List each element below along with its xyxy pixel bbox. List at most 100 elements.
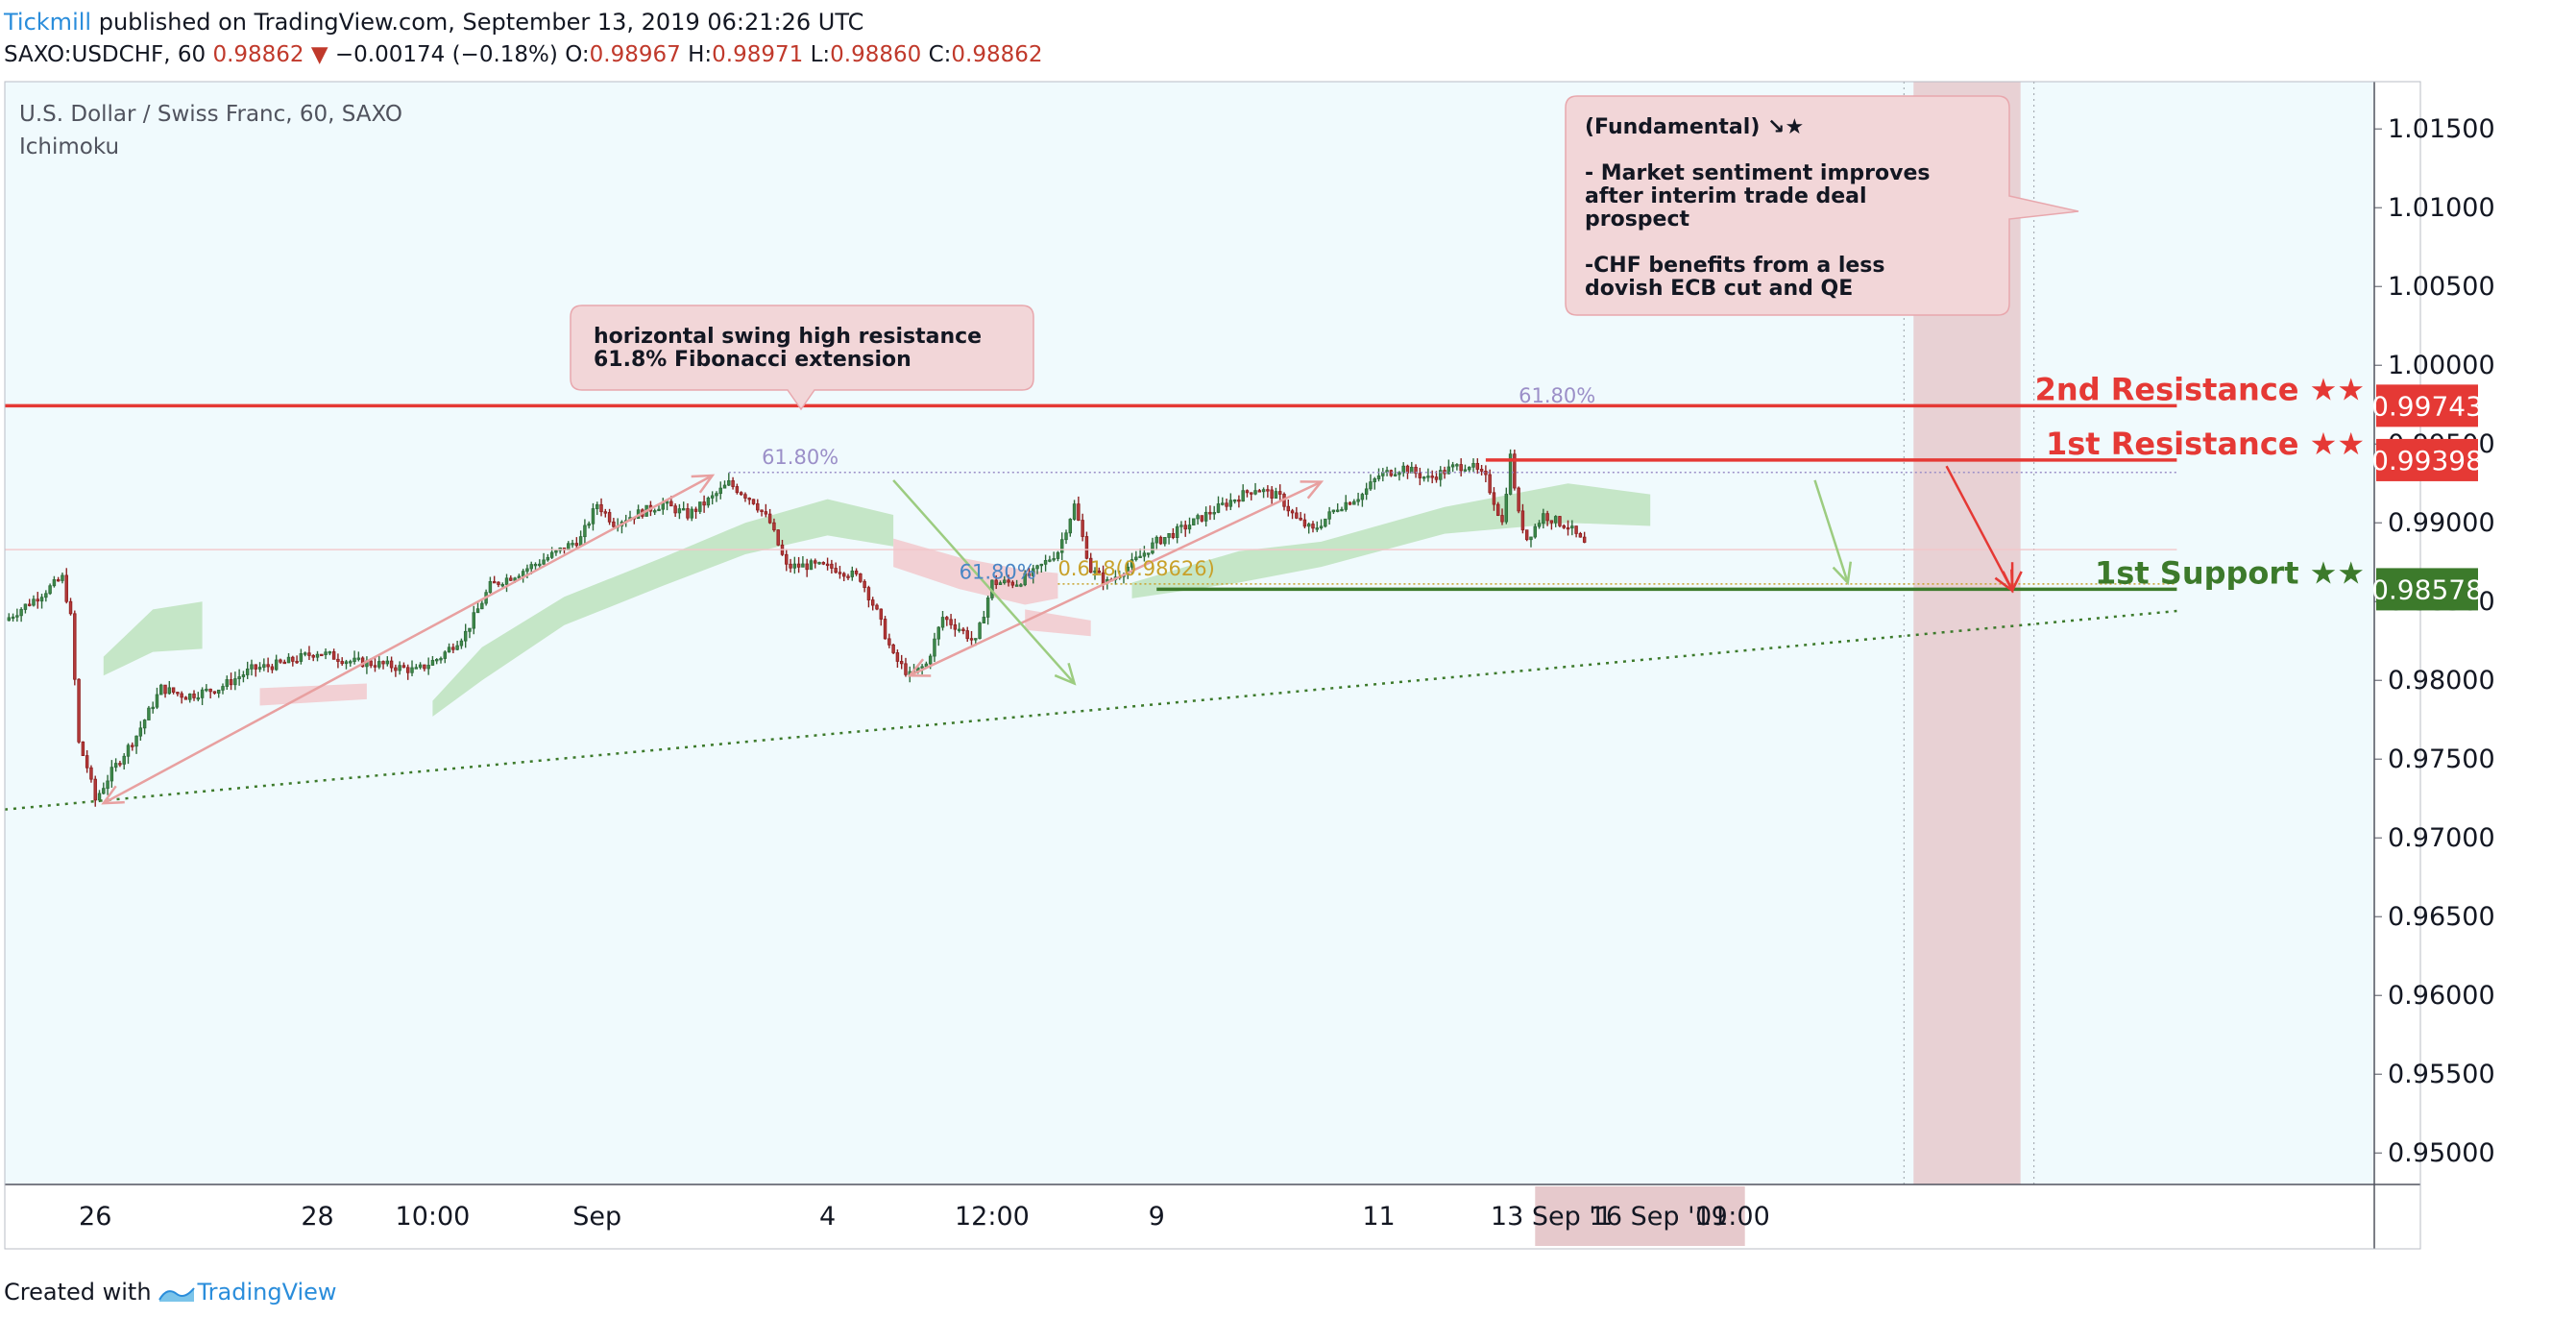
candle-body: [1401, 465, 1405, 474]
candle-body: [1295, 512, 1299, 519]
candle-body: [1027, 573, 1032, 576]
candle-body: [131, 744, 134, 747]
candle-body: [279, 659, 282, 663]
candle-body: [344, 661, 349, 665]
candle-body: [1274, 491, 1278, 499]
candle-body: [673, 505, 677, 514]
candle-body: [1277, 491, 1282, 495]
price-tag-bg: [2376, 438, 2478, 481]
candle-body: [291, 656, 295, 662]
candle-body: [681, 508, 686, 511]
annotation-fundamental: (Fundamental) ↘★ - Market sentiment impro…: [1565, 95, 2079, 316]
level-label: 1st Support ★★: [2095, 554, 2365, 591]
candle-body: [1056, 551, 1060, 559]
candle-body: [1393, 474, 1397, 476]
level-label: 1st Resistance ★★: [2046, 426, 2365, 462]
callout-bubble: [570, 305, 1034, 411]
candle-body: [23, 603, 28, 610]
candle-body: [19, 609, 23, 617]
candle-body: [1537, 523, 1542, 527]
candle-body: [743, 494, 747, 499]
candle-body: [1513, 453, 1517, 489]
candle-body: [1542, 513, 1545, 525]
candle-body: [221, 686, 225, 691]
publish-info: Tickmill published on TradingView.com, S…: [4, 8, 863, 37]
candle-body: [15, 615, 19, 618]
x-tick-label: 11: [1362, 1202, 1395, 1232]
candle-body: [1286, 505, 1291, 512]
candle-body: [933, 638, 936, 657]
candle-body: [796, 563, 801, 568]
candle-body: [1068, 519, 1073, 534]
candle-body: [1558, 516, 1562, 526]
candle-body: [245, 668, 250, 675]
candle-body: [1228, 500, 1233, 507]
candle-body: [44, 593, 48, 598]
candle-body: [138, 727, 143, 737]
candle-body: [97, 793, 102, 801]
candle-body: [134, 735, 138, 747]
chart-border: [4, 81, 2421, 1250]
candle-body: [106, 780, 109, 790]
candle-body: [1327, 511, 1331, 520]
footer: Created with TradingView: [4, 1278, 337, 1306]
candle-body: [1183, 525, 1187, 530]
candle-body: [1158, 536, 1163, 545]
candle-body: [73, 613, 77, 680]
fibonacci-label: 61.80%: [762, 446, 838, 469]
low-label: L:: [810, 42, 831, 67]
arrow-head: [907, 658, 932, 677]
candle-body: [1299, 517, 1302, 521]
candle-body: [434, 659, 439, 662]
y-tick-label: 0.96000: [2388, 981, 2495, 1011]
candle-body: [1455, 464, 1459, 467]
candle-body: [122, 755, 126, 765]
arrow-head: [1832, 561, 1853, 586]
x-tick-label: 26: [79, 1202, 111, 1232]
candle-body: [961, 628, 965, 631]
candle-body: [1331, 509, 1336, 513]
indicator-label[interactable]: Ichimoku: [19, 134, 119, 159]
candle-body: [7, 617, 12, 622]
open-label: O:: [565, 42, 590, 67]
candle-body: [801, 563, 805, 568]
candle-body: [718, 487, 722, 495]
author-link[interactable]: Tickmill: [4, 9, 92, 36]
candle-body: [1562, 525, 1566, 528]
candle-body: [599, 503, 603, 513]
candle-body: [549, 551, 554, 558]
symbol-label[interactable]: SAXO:USDCHF, 60: [4, 42, 207, 67]
candle-body: [936, 626, 940, 640]
candle-body: [233, 678, 237, 686]
tradingview-link[interactable]: TradingView: [197, 1279, 337, 1306]
candle-body: [842, 573, 846, 577]
candle-body: [1479, 469, 1484, 472]
fibonacci-label: 0.618(0.98626): [1057, 557, 1214, 580]
candle-body: [1151, 542, 1154, 554]
candle-body: [1340, 508, 1344, 512]
close-label: C:: [928, 42, 952, 67]
candle-body: [356, 657, 361, 660]
candle-body: [1225, 502, 1228, 507]
candle-body: [1290, 510, 1295, 514]
candle-body: [1422, 476, 1426, 479]
fibonacci-label: 61.80%: [1519, 384, 1595, 407]
candle-body: [677, 508, 682, 514]
candle-body: [406, 667, 410, 673]
candle-body: [859, 573, 863, 582]
price-tag-label: 0.98578: [2371, 574, 2483, 605]
candle-body: [1130, 559, 1134, 568]
candle-body: [571, 543, 574, 546]
candle-body: [262, 664, 266, 668]
candle-body: [546, 556, 550, 561]
candle-body: [1241, 490, 1245, 502]
candle-body: [928, 655, 933, 665]
price-tag-bg: [2376, 384, 2478, 427]
candle-body: [767, 513, 772, 524]
candle-body: [176, 692, 180, 695]
candle-body: [1364, 488, 1369, 495]
candle-body: [1052, 558, 1056, 561]
candle-body: [250, 664, 254, 670]
candle-body: [331, 651, 336, 660]
